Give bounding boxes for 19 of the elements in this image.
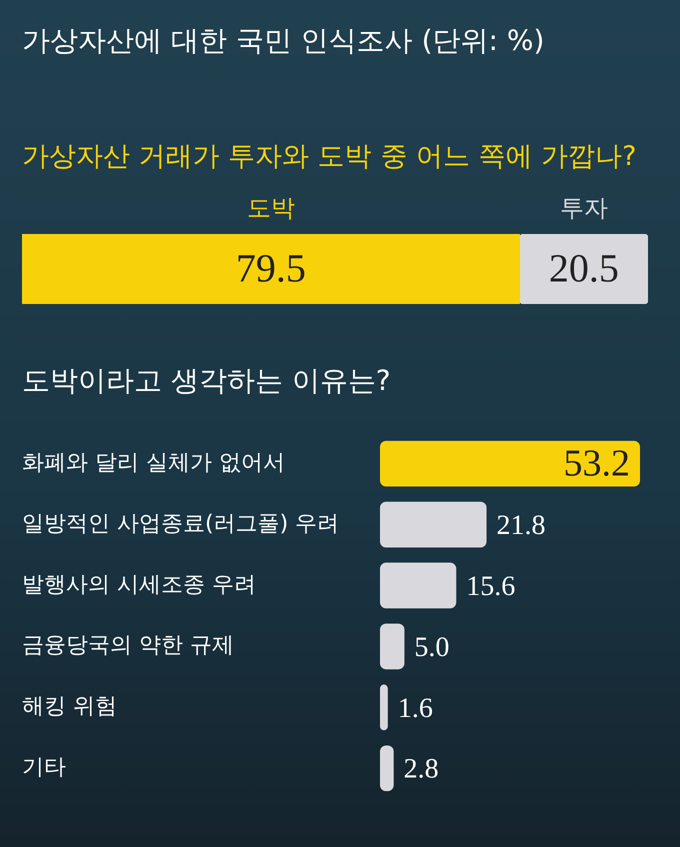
data-label: 2.8: [404, 754, 439, 785]
y-tick-label: 발행사의 시세조종 우려: [22, 572, 256, 598]
series-label: 투자: [560, 194, 608, 222]
data-label: 79.5: [236, 246, 306, 290]
chart-title: 가상자산에 대한 국민 인식조사 (단위: %): [22, 23, 546, 59]
data-label: 20.5: [548, 246, 619, 290]
y-tick-label: 기타: [22, 755, 66, 780]
y-tick-label: 화폐와 달리 실체가 없어서: [22, 450, 285, 476]
chart-title: 도박이라고 생각하는 이유는?: [22, 363, 392, 399]
data-label: 53.2: [564, 442, 630, 485]
y-tick-label: 금융당국의 약한 규제: [22, 633, 234, 658]
data-label: 1.6: [398, 692, 433, 724]
data-label: 21.8: [496, 510, 546, 541]
y-tick-label: 일방적인 사업종료(러그풀) 우려: [22, 511, 340, 536]
data-label: 15.6: [466, 570, 516, 602]
series-label: 도박: [246, 194, 295, 222]
y-tick-label: 해킹 위험: [22, 694, 117, 720]
data-label: 5.0: [414, 632, 450, 663]
chart-subtitle: 가상자산 거래가 투자와 도박 중 어느 쪽에 가깝나?: [22, 140, 638, 174]
